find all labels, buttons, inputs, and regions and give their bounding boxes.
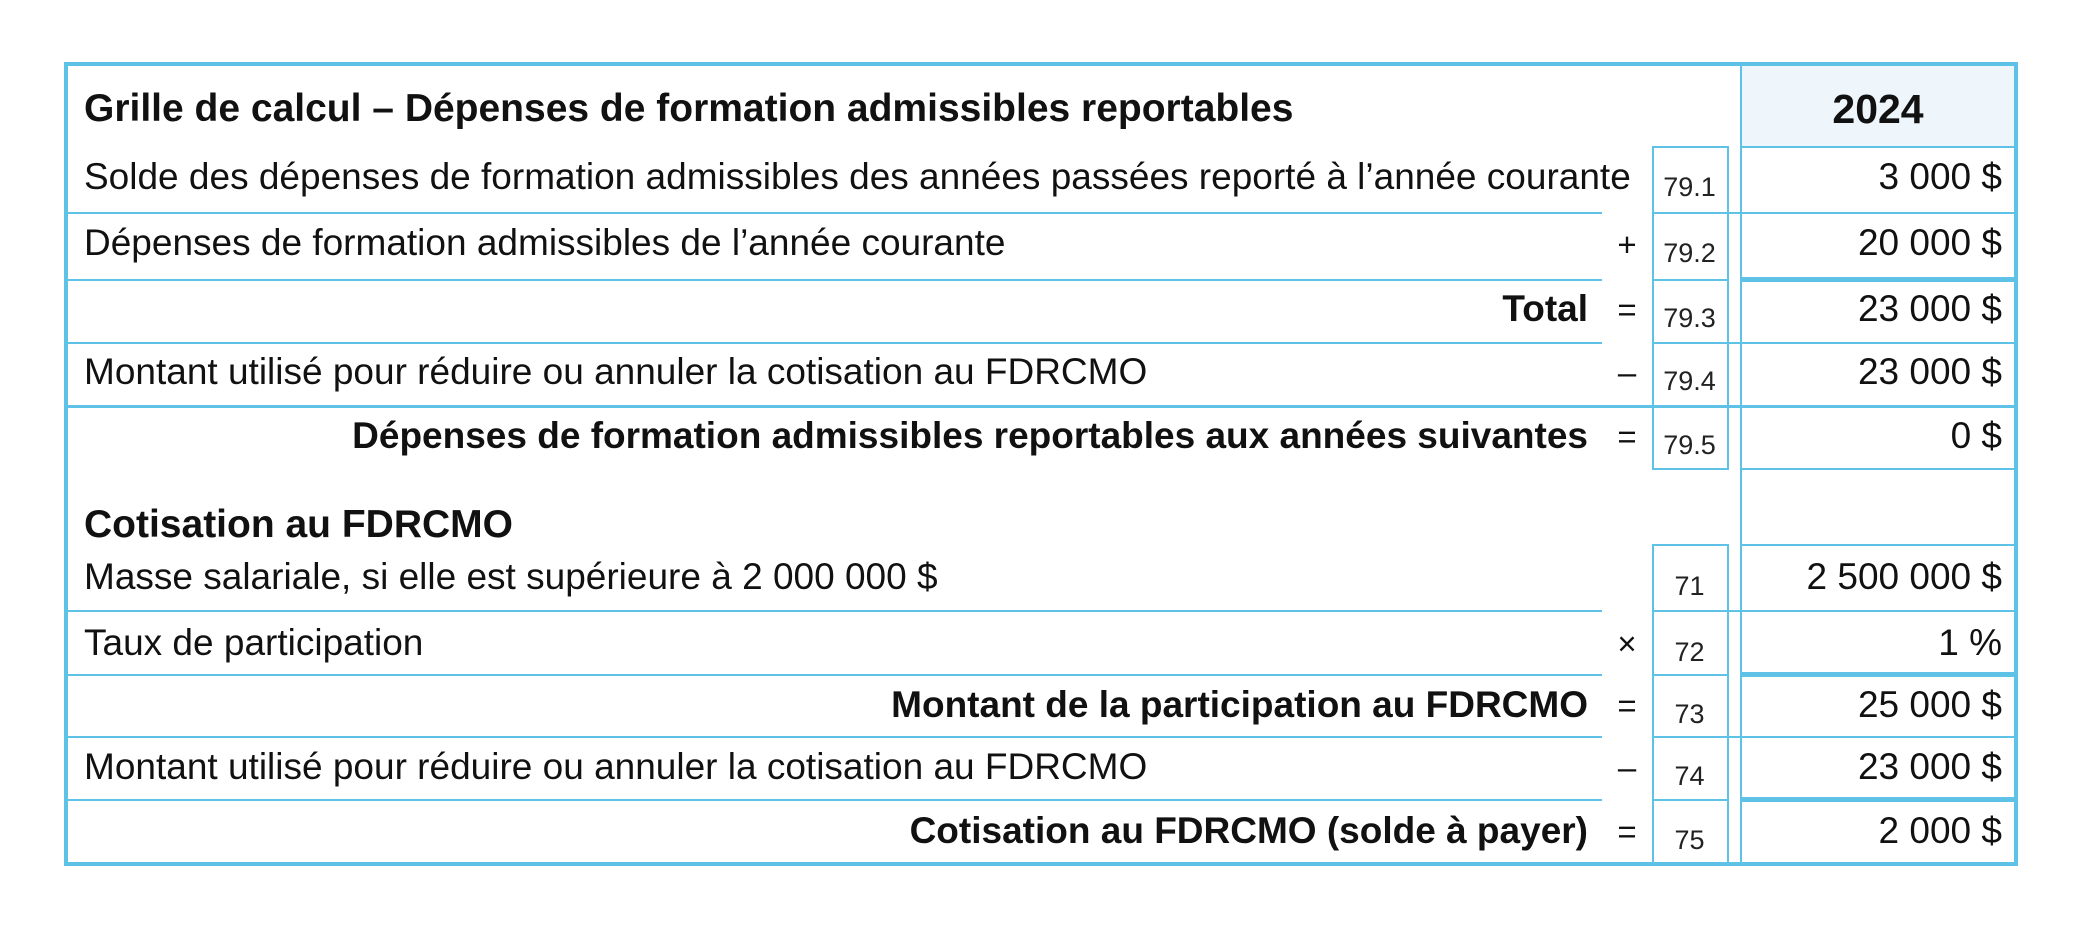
row-74-operator: –	[1617, 749, 1637, 786]
row-divider	[68, 674, 1602, 676]
total-line	[1742, 672, 2014, 677]
row-79-1-label: Solde des dépenses de formation admissib…	[84, 156, 1631, 197]
row-73-operator: =	[1617, 687, 1637, 724]
total-line	[1742, 277, 2014, 282]
year-bottom-line	[1742, 146, 2014, 148]
code-box-right-border-2	[1727, 544, 1729, 862]
row-divider	[1652, 799, 1729, 801]
row-divider	[1652, 674, 1729, 676]
value-box-bottom-1	[1742, 468, 2014, 470]
row-79-1-code: 79.1	[1663, 172, 1716, 202]
year-header: 2024	[1832, 86, 1924, 132]
code-box-right-border-1	[1727, 146, 1729, 470]
row-divider	[68, 799, 1602, 801]
row-divider	[1652, 212, 2014, 214]
row-74-value: 23 000 $	[1857, 746, 2002, 787]
row-79-5-operator: =	[1617, 418, 1637, 455]
row-divider	[68, 610, 1602, 612]
code-box-top-2	[1652, 544, 1729, 546]
calculation-grid-frame	[64, 62, 2018, 866]
row-79-2-code: 79.2	[1663, 238, 1716, 268]
row-74-code: 74	[1674, 761, 1705, 791]
row-divider	[1652, 279, 1729, 281]
row-73-label: Montant de la participation au FDRCMO	[891, 684, 1588, 725]
row-79-3-code: 79.3	[1663, 303, 1716, 333]
row-71-code: 71	[1674, 571, 1705, 601]
row-divider	[1652, 342, 2014, 344]
value-column-divider	[1740, 66, 1742, 862]
section2-title: Cotisation au FDRCMO	[84, 503, 513, 546]
row-75-label: Cotisation au FDRCMO (solde à payer)	[909, 810, 1588, 851]
row-divider	[1652, 736, 2014, 738]
row-79-5-code: 79.5	[1663, 430, 1716, 460]
row-79-4-code: 79.4	[1663, 366, 1716, 396]
row-75-code: 75	[1674, 825, 1705, 855]
year-header-cell	[1742, 66, 2014, 148]
row-divider	[68, 279, 1602, 281]
row-71-value: 2 500 000 $	[1806, 556, 2002, 597]
row-divider	[68, 342, 1602, 344]
row-72-value: 1 %	[1938, 622, 2002, 663]
row-79-2-value: 20 000 $	[1857, 222, 2002, 263]
row-79-3-value: 23 000 $	[1857, 288, 2002, 329]
row-71-label: Masse salariale, si elle est supérieure …	[84, 556, 938, 597]
row-75-value: 2 000 $	[1878, 810, 2002, 851]
row-72-label: Taux de participation	[84, 622, 424, 663]
row-79-4-value: 23 000 $	[1857, 351, 2002, 392]
row-divider	[1652, 610, 2014, 612]
row-72-operator: ×	[1617, 625, 1637, 662]
row-79-2-label: Dépenses de formation admissibles de l’a…	[84, 222, 1006, 263]
code-box-top-1	[1652, 146, 1729, 148]
row-79-5-label: Dépenses de formation admissibles report…	[352, 415, 1588, 456]
code-box-left-border-2	[1652, 544, 1654, 862]
row-74-label: Montant utilisé pour réduire ou annuler …	[84, 746, 1148, 787]
row-73-code: 73	[1674, 699, 1705, 729]
code-box-left-border-1	[1652, 146, 1654, 470]
section1-title: Grille de calcul – Dépenses de formation…	[84, 87, 1294, 130]
row-79-2-operator: +	[1617, 226, 1637, 263]
code-box-bottom-1	[1652, 468, 1729, 470]
row-79-1-value: 3 000 $	[1878, 156, 2002, 197]
total-line	[1742, 797, 2014, 802]
row-72-code: 72	[1674, 637, 1705, 667]
row-75-operator: =	[1617, 813, 1637, 850]
row-79-3-operator: =	[1617, 291, 1637, 328]
row-divider	[68, 212, 1602, 214]
section-divider	[68, 405, 2014, 408]
row-79-3-label: Total	[1502, 288, 1588, 329]
row-79-5-value: 0 $	[1950, 415, 2002, 456]
row-73-value: 25 000 $	[1857, 684, 2002, 725]
row-79-4-operator: –	[1617, 354, 1637, 391]
value-box-top-2	[1742, 544, 2014, 546]
row-divider	[68, 736, 1602, 738]
row-79-4-label: Montant utilisé pour réduire ou annuler …	[84, 351, 1148, 392]
